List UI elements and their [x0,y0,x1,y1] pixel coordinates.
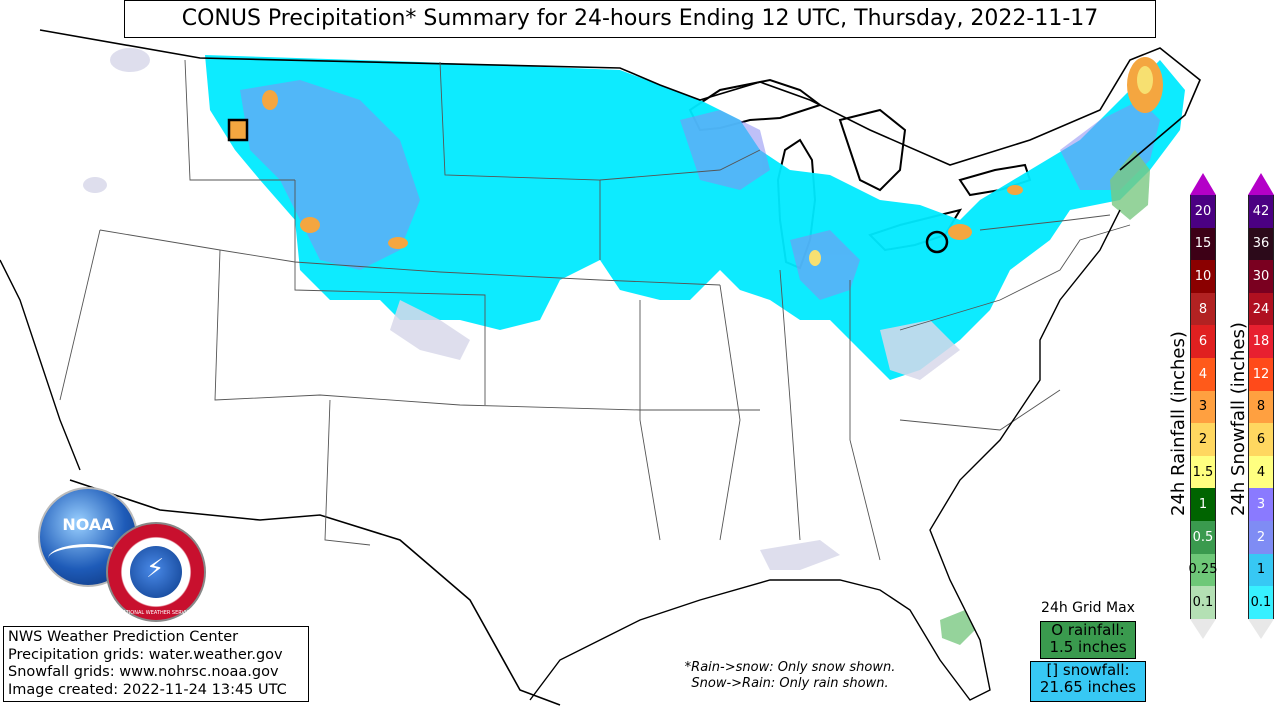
footnote: *Rain->snow: Only snow shown. Snow->Rain… [650,660,930,692]
snowfall-colorbar-segment: 24 [1248,292,1274,326]
snowfall-colorbar-segment: 36 [1248,227,1274,261]
nws-logo-center [130,546,182,598]
grid-max-rainfall-label: O rainfall: [1051,621,1125,639]
footnote-line: Snow->Rain: Only rain shown. [691,676,889,691]
snowfall-colorbar-segment: 6 [1248,423,1274,456]
colorbar-bottom-arrow [1248,618,1274,639]
rainfall-colorbar-segment: 8 [1190,292,1216,326]
rainfall-colorbar-segment: 15 [1190,227,1216,261]
rainfall-colorbar-segment: 4 [1190,357,1216,391]
lightning-icon: ⚡ [146,554,165,584]
rainfall-colorbar-segment: 0.25 [1189,553,1217,587]
snowfall-colorbar-segment: 12 [1248,357,1274,391]
trace-grey-areas [83,48,960,570]
grid-max-snowfall-value: 21.65 inches [1039,678,1137,696]
rainfall-colorbar-segment: 0.5 [1190,520,1216,554]
snowfall-colorbar-segment: 3 [1248,488,1274,521]
snowfall-colorbar-segment: 30 [1248,260,1274,293]
rainfall-colorbar-segment: 20 [1190,195,1216,228]
rainfall-colorbar-segment: 1 [1190,488,1216,521]
credits-line: Precipitation grids: water.weather.gov [8,646,283,663]
snow-cyan-areas [205,55,1185,380]
page-title: CONUS Precipitation* Summary for 24-hour… [124,0,1156,38]
state-borders [59,59,1131,561]
snowfall-colorbar-label: 24h Snowfall (inches) [1228,322,1249,516]
rainfall-colorbar-segment: 0.1 [1190,586,1216,619]
max-rainfall-marker [925,230,949,254]
rainfall-colorbar-segment: 6 [1190,325,1216,358]
noaa-logo-text: NOAA [62,515,114,534]
nws-logo-text: NATIONAL WEATHER SERVICE [118,610,194,616]
country-borders [39,29,1201,706]
rainfall-colorbar-segment: 2 [1190,423,1216,456]
rainfall-colorbar-segment: 1.5 [1190,455,1216,489]
credits-box: NWS Weather Prediction Center Precipitat… [3,626,309,702]
credits-line: NWS Weather Prediction Center [8,629,239,645]
rain-green-areas [940,150,1150,645]
snowfall-colorbar-segment: 42 [1248,195,1274,228]
grid-max-snowfall: [] snowfall: 21.65 inches [1030,661,1146,702]
snowfall-colorbar-segment: 1 [1248,553,1274,587]
rainfall-colorbar-segment: 10 [1190,260,1216,293]
snowfall-colorbar-segment: 4 [1248,455,1274,489]
grid-max-snowfall-label: [] snowfall: [1046,661,1130,679]
colorbar-top-arrow [1190,173,1216,195]
coastline [0,209,1121,701]
snowfall-colorbar-segment: 8 [1248,390,1274,424]
hotspot-areas [262,57,1163,266]
footnote-line: *Rain->snow: Only snow shown. [684,660,896,675]
max-snowfall-marker [227,118,249,142]
colorbar-top-arrow [1248,173,1274,195]
rainfall-colorbar-label: 24h Rainfall (inches) [1168,331,1189,516]
nws-logo: ⚡ NATIONAL WEATHER SERVICE [106,522,206,622]
colorbar-bottom-arrow [1190,618,1216,639]
rainfall-colorbar-segment: 3 [1190,390,1216,424]
snowfall-colorbar-segment: 2 [1248,520,1274,554]
credits-line: Snowfall grids: www.nohrsc.noaa.gov [8,664,279,680]
snowfall-colorbar-segment: 0.1 [1248,586,1274,619]
noaa-logo-wave [48,544,128,573]
grid-max-rainfall: O rainfall: 1.5 inches [1040,621,1136,659]
grid-max-title: 24h Grid Max [1041,600,1135,616]
grid-max-rainfall-value: 1.5 inches [1049,638,1127,656]
rainfall-colorbar: 20 15 10 8 6 4 3 2 1.5 1 0.5 0.25 0.1 [1189,173,1217,639]
credits-line: Image created: 2022-11-24 13:45 UTC [8,681,287,698]
snowfall-colorbar-segment: 18 [1248,325,1274,358]
snowfall-colorbar: 42 36 30 24 18 12 8 6 4 3 2 1 0.1 [1248,173,1274,639]
